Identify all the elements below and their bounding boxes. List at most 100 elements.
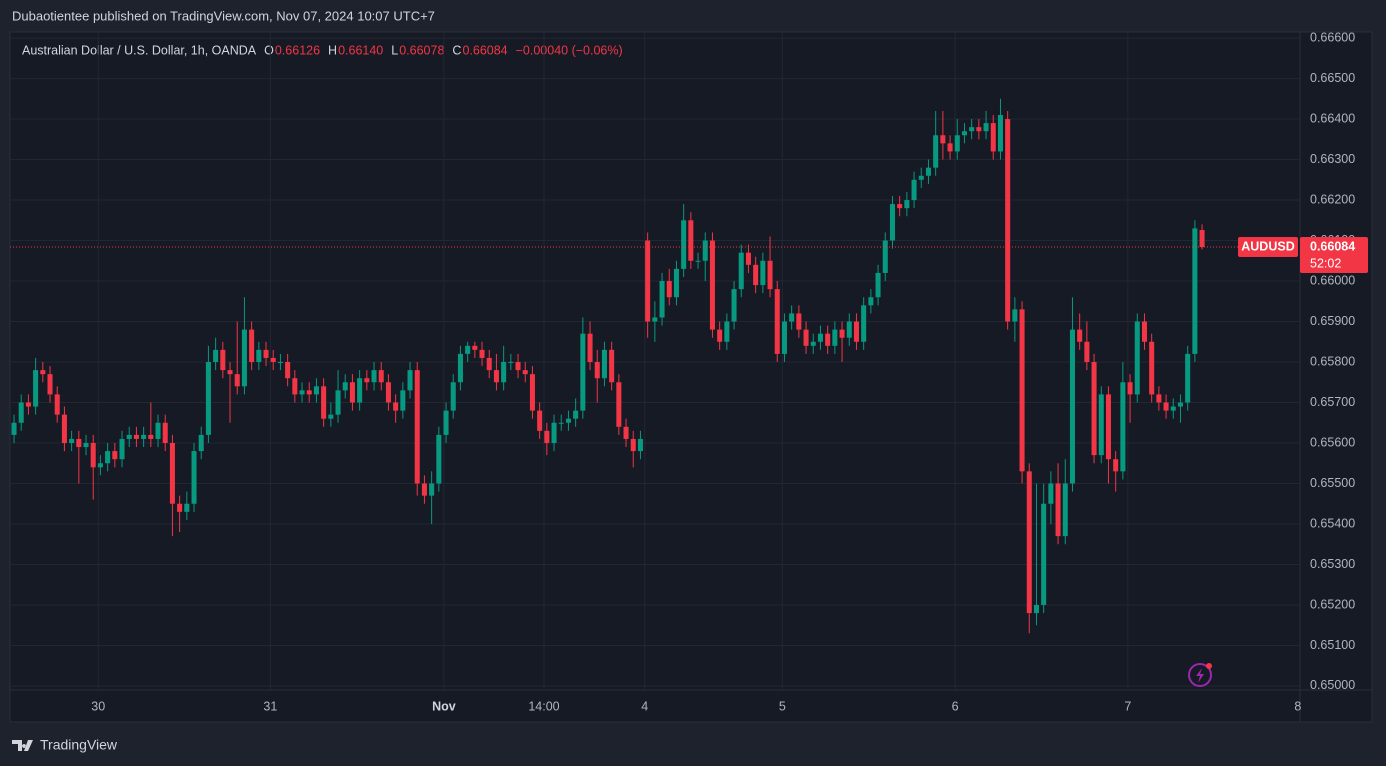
candle-body xyxy=(1134,321,1140,395)
candle-body xyxy=(436,434,442,484)
candle-body xyxy=(97,463,103,468)
legend-label: L xyxy=(391,43,398,57)
x-tick-label: Nov xyxy=(432,699,456,713)
candle-body xyxy=(594,362,600,379)
candle-body xyxy=(652,317,658,322)
candle-body xyxy=(897,204,903,209)
legend-change: −0.00040 (−0.06%) xyxy=(516,43,623,57)
candle-body xyxy=(529,374,535,411)
candle-body xyxy=(241,329,247,387)
symbol-tag-label: AUDUSD xyxy=(1241,239,1294,253)
candle-body xyxy=(544,430,550,443)
candle-body xyxy=(205,362,211,435)
candle-body xyxy=(1098,394,1104,456)
candle-body xyxy=(875,272,881,298)
candle-body xyxy=(817,333,823,342)
y-tick-label: 0.65100 xyxy=(1310,638,1355,652)
candle-body xyxy=(846,321,852,338)
candle-body xyxy=(393,402,399,411)
candle-body xyxy=(1033,604,1039,614)
candle-body xyxy=(573,410,579,419)
icon-ring xyxy=(1188,663,1212,687)
candle-body xyxy=(1120,382,1126,472)
candle-body xyxy=(623,426,629,439)
candle-body xyxy=(558,422,564,424)
candle-body xyxy=(601,349,607,379)
legend-name: Australian Dollar / U.S. Dollar, 1h, OAN… xyxy=(22,43,257,57)
candle-body xyxy=(1048,483,1054,504)
candle-body xyxy=(47,374,53,395)
candle-body xyxy=(587,333,593,363)
candle-body xyxy=(954,135,960,152)
candle-body xyxy=(1019,309,1025,472)
candle-body xyxy=(990,123,996,152)
y-tick-label: 0.66200 xyxy=(1310,192,1355,206)
candle-body xyxy=(126,434,132,439)
x-tick-label: 14:00 xyxy=(528,699,559,713)
candle-body xyxy=(645,240,651,322)
candle-body xyxy=(335,390,341,415)
candle-body xyxy=(292,378,298,395)
candle-body xyxy=(76,438,82,448)
candle-body xyxy=(781,321,787,354)
price-tag-value: 0.66084 xyxy=(1310,239,1355,253)
candle-body xyxy=(1069,329,1075,484)
candle-body xyxy=(609,349,615,383)
x-tick-label: 31 xyxy=(263,699,277,713)
candle-body xyxy=(537,410,543,431)
candle-body xyxy=(969,127,975,132)
candle-body xyxy=(472,345,478,350)
candle-body xyxy=(457,353,463,383)
candle-body xyxy=(54,394,60,415)
candle-body xyxy=(616,382,622,427)
candle-body xyxy=(256,349,262,363)
candle-body xyxy=(105,451,111,464)
candle-body xyxy=(25,402,31,407)
y-tick-label: 0.65900 xyxy=(1310,314,1355,328)
y-tick-label: 0.66400 xyxy=(1310,111,1355,125)
legend-value: 0.66078 xyxy=(399,43,444,57)
icon-bolt xyxy=(1196,668,1204,683)
candle-body xyxy=(33,370,39,407)
candle-body xyxy=(270,357,276,363)
candle-body xyxy=(141,434,147,439)
candle-body xyxy=(486,357,492,371)
candle-body xyxy=(184,503,190,512)
candle-body xyxy=(1149,341,1155,395)
price-tag-countdown: 52:02 xyxy=(1310,256,1341,270)
candle-body xyxy=(933,135,939,168)
y-tick-label: 0.66000 xyxy=(1310,273,1355,287)
lightning-icon xyxy=(1188,663,1212,687)
candle-body xyxy=(1199,230,1205,248)
candle-body xyxy=(177,503,183,512)
y-tick-label: 0.65200 xyxy=(1310,597,1355,611)
legend-label: C xyxy=(452,43,461,57)
candle-body xyxy=(112,451,118,460)
chart-panel xyxy=(9,31,1373,723)
y-tick-label: 0.65300 xyxy=(1310,557,1355,571)
candle-body xyxy=(1170,406,1176,411)
candle-body xyxy=(1041,503,1047,605)
legend-value: 0.66084 xyxy=(462,43,507,57)
candle-body xyxy=(637,438,643,452)
candle-body xyxy=(515,362,521,371)
candle-body xyxy=(753,264,759,286)
candle-body xyxy=(940,135,946,144)
candle-body xyxy=(18,402,24,423)
candle-body xyxy=(551,422,557,443)
candle-body xyxy=(342,382,348,391)
candle-body xyxy=(1163,402,1169,411)
candle-body xyxy=(760,260,766,286)
legend-label: H xyxy=(328,43,337,57)
candle-body xyxy=(839,329,845,338)
candle-body xyxy=(501,362,507,383)
candle-body xyxy=(666,281,672,298)
y-tick-label: 0.66300 xyxy=(1310,152,1355,166)
candle-body xyxy=(263,349,269,358)
x-tick-label: 7 xyxy=(1124,699,1131,713)
candle-body xyxy=(1156,394,1162,403)
brand-name: TradingView xyxy=(40,737,118,753)
candle-body xyxy=(328,414,334,419)
candle-body xyxy=(148,434,154,439)
